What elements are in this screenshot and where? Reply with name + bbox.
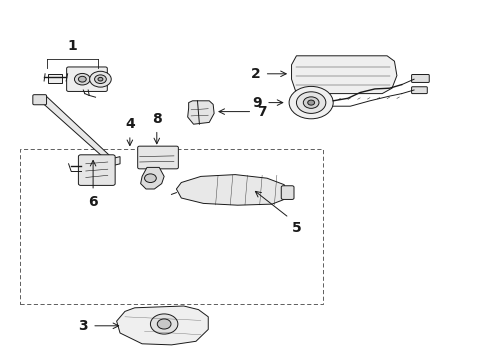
Circle shape	[90, 71, 111, 87]
Bar	[20, 149, 323, 304]
Text: 6: 6	[88, 195, 98, 209]
FancyBboxPatch shape	[33, 95, 47, 105]
FancyBboxPatch shape	[67, 67, 107, 91]
Circle shape	[296, 92, 326, 113]
Polygon shape	[188, 101, 214, 124]
Text: 9: 9	[252, 96, 262, 109]
Circle shape	[150, 314, 178, 334]
Text: 8: 8	[152, 112, 162, 126]
FancyBboxPatch shape	[78, 155, 115, 185]
Circle shape	[78, 76, 86, 82]
Text: 5: 5	[292, 221, 301, 235]
Bar	[48, 74, 62, 83]
Polygon shape	[39, 96, 120, 166]
Text: 7: 7	[257, 105, 267, 118]
Circle shape	[157, 319, 171, 329]
Polygon shape	[176, 175, 287, 205]
Polygon shape	[141, 167, 164, 189]
Text: 4: 4	[125, 117, 135, 131]
Text: 3: 3	[78, 319, 88, 333]
FancyBboxPatch shape	[138, 146, 178, 169]
FancyBboxPatch shape	[412, 75, 429, 82]
Circle shape	[145, 174, 156, 183]
Polygon shape	[117, 306, 208, 345]
Text: 1: 1	[68, 39, 77, 53]
FancyBboxPatch shape	[412, 87, 427, 94]
Circle shape	[289, 86, 333, 119]
Circle shape	[98, 77, 103, 81]
FancyBboxPatch shape	[281, 186, 294, 199]
Polygon shape	[292, 56, 397, 94]
Circle shape	[95, 75, 106, 84]
Circle shape	[74, 73, 90, 85]
Circle shape	[303, 97, 319, 108]
Text: 2: 2	[251, 67, 261, 81]
Circle shape	[308, 100, 315, 105]
